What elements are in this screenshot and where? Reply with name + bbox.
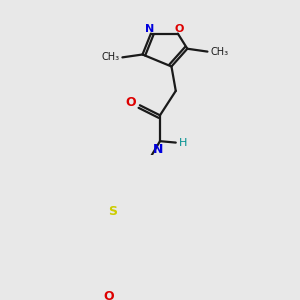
Text: CH₃: CH₃ [210,46,228,57]
Text: S: S [108,205,117,218]
Text: N: N [145,24,154,34]
Text: H: H [178,138,187,148]
Text: O: O [175,24,184,34]
Text: N: N [153,142,164,156]
Text: O: O [126,96,136,109]
Text: O: O [103,290,114,300]
Text: CH₃: CH₃ [101,52,119,62]
